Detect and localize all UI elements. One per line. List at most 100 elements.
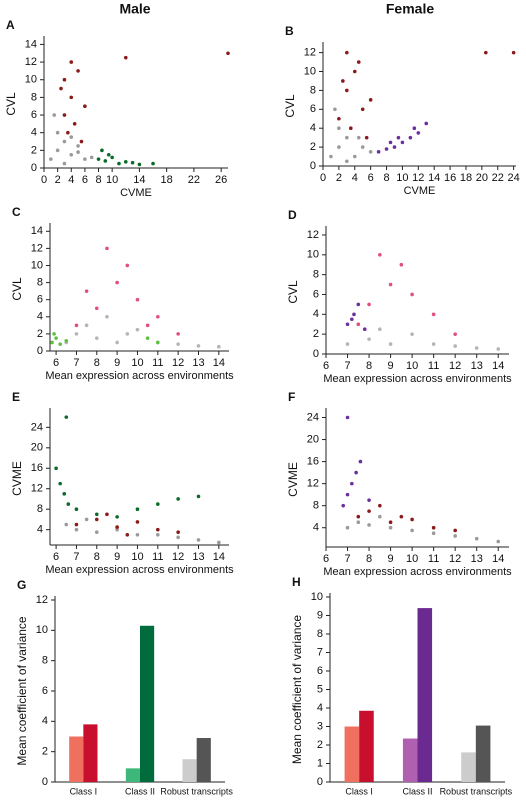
- x-tick-label: Robust transcripts: [160, 786, 233, 796]
- point: [358, 459, 363, 464]
- y-tick-label: 0: [313, 348, 319, 360]
- point: [54, 466, 58, 471]
- point: [348, 126, 353, 131]
- point: [368, 98, 373, 102]
- y-axis-label: Mean coefficient of variance: [15, 616, 29, 766]
- x-axis-label: Mean expression across environments: [45, 564, 234, 576]
- point: [416, 131, 421, 135]
- y-tick-label: 5: [317, 683, 323, 695]
- point: [367, 523, 371, 527]
- point: [376, 150, 381, 154]
- x-tick-label: 13: [192, 551, 204, 563]
- point: [356, 322, 361, 327]
- x-tick-label: 14: [213, 551, 225, 563]
- y-tick-label: 0: [42, 776, 48, 788]
- y-tick-label: 4: [313, 522, 319, 534]
- x-axis-label: Mean expression across environments: [323, 373, 512, 385]
- x-tick-label: 10: [406, 360, 418, 372]
- point: [341, 79, 345, 83]
- bar: [417, 608, 433, 782]
- y-tick-label: 2: [310, 141, 316, 153]
- x-tick-label: 0: [320, 172, 326, 184]
- point: [360, 145, 365, 149]
- point: [356, 302, 361, 307]
- point: [392, 145, 397, 149]
- point: [106, 152, 111, 157]
- x-tick-label: 6: [323, 360, 329, 372]
- point: [410, 332, 414, 336]
- x-axis-label: Mean expression across environments: [323, 566, 512, 578]
- x-tick-label: 13: [471, 553, 483, 565]
- point: [345, 50, 349, 55]
- point: [135, 520, 140, 524]
- point: [151, 161, 155, 166]
- x-tick-label: 12: [449, 553, 461, 565]
- point: [333, 107, 337, 112]
- panel-letter: E: [12, 390, 20, 404]
- y-tick-label: 14: [31, 225, 43, 237]
- y-tick-label: 7: [317, 646, 323, 658]
- y-tick-label: 14: [25, 38, 37, 50]
- panel-letter: G: [17, 578, 26, 592]
- x-tick-label: 9: [114, 357, 120, 369]
- y-tick-label: 6: [310, 103, 316, 115]
- point: [69, 95, 74, 100]
- point: [337, 116, 341, 121]
- point: [350, 317, 354, 322]
- point: [62, 77, 67, 82]
- bar: [196, 738, 211, 782]
- point: [364, 135, 369, 140]
- x-tick-label: 10: [406, 553, 418, 565]
- point: [69, 135, 74, 139]
- x-tick-label: Class I: [70, 786, 98, 796]
- point: [399, 514, 404, 519]
- x-tick-label: 9: [388, 360, 394, 372]
- point: [55, 148, 60, 153]
- point: [511, 50, 516, 55]
- point: [156, 527, 160, 532]
- y-tick-label: 12: [31, 242, 43, 254]
- point: [79, 139, 84, 144]
- panel-letter: D: [288, 208, 297, 222]
- point: [135, 327, 140, 332]
- y-tick-label: 2: [313, 328, 319, 340]
- point: [49, 157, 53, 161]
- x-tick-label: 20: [476, 172, 488, 184]
- point: [115, 280, 119, 285]
- point: [345, 88, 349, 93]
- point: [83, 157, 87, 161]
- point: [145, 323, 150, 328]
- point: [367, 509, 371, 513]
- y-tick-label: 10: [31, 259, 43, 271]
- point: [196, 344, 201, 348]
- point: [137, 162, 142, 167]
- point: [100, 148, 104, 153]
- x-tick-label: 11: [428, 553, 439, 565]
- point: [66, 130, 70, 135]
- point: [74, 507, 79, 511]
- x-tick-label: 12: [449, 360, 461, 372]
- point: [410, 528, 414, 533]
- point: [496, 539, 501, 544]
- y-tick-label: 0: [310, 160, 316, 172]
- y-tick-label: 20: [31, 442, 43, 454]
- point: [368, 150, 373, 154]
- point: [74, 332, 79, 336]
- x-tick-label: 6: [82, 174, 88, 186]
- point: [367, 302, 371, 307]
- point: [196, 538, 201, 542]
- point: [345, 525, 350, 530]
- point: [352, 312, 356, 317]
- x-tick-label: 10: [131, 551, 143, 563]
- x-tick-label: 7: [344, 553, 350, 565]
- point: [117, 161, 121, 166]
- x-tick-label: 14: [492, 553, 504, 565]
- x-tick-label: 8: [94, 551, 100, 563]
- point: [84, 323, 89, 328]
- x-tick-label: 22: [188, 174, 200, 186]
- point: [400, 140, 405, 145]
- point: [354, 470, 358, 475]
- point: [76, 144, 80, 148]
- point: [115, 527, 119, 532]
- point: [176, 497, 180, 501]
